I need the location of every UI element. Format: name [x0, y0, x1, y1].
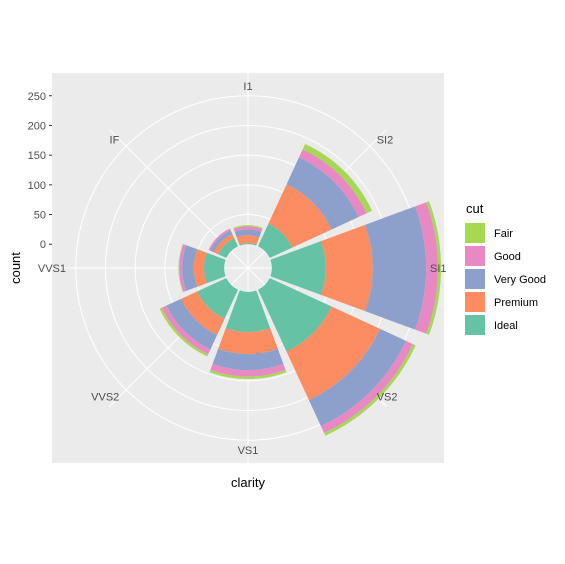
- legend-swatch-good: [465, 246, 485, 266]
- bar-i1-premium: [236, 235, 260, 245]
- x-axis-title: clarity: [231, 475, 265, 490]
- bar-si1-fair: [426, 201, 442, 335]
- y-axis-ticks: 0 50 100 150 200 250: [28, 91, 52, 251]
- bar-if-very-good: [210, 230, 233, 253]
- bar-si2-fair: [302, 143, 373, 214]
- legend-label-premium: Premium: [494, 297, 538, 309]
- y-tick-label-1: 50: [34, 210, 46, 222]
- y-tick-label-0: 0: [40, 239, 46, 251]
- bar-vs2-premium: [286, 306, 381, 401]
- category-label-vvs1: VVS1: [38, 263, 66, 275]
- legend-label-ideal: Ideal: [494, 320, 518, 332]
- bar-vvs2-good: [161, 305, 211, 355]
- bar-vvs2-very-good: [166, 298, 218, 350]
- bar-si1-good: [415, 202, 439, 334]
- bars-layer: [159, 143, 442, 436]
- category-label-si2: SI2: [377, 134, 394, 146]
- bar-si1-very-good: [365, 206, 427, 330]
- legend-label-fair: Fair: [494, 228, 513, 240]
- legend-items: Fair Good Very Good Premium Ideal: [465, 223, 546, 335]
- legend-swatch-fair: [465, 223, 485, 243]
- bar-vs2-very-good: [308, 328, 407, 427]
- category-label-if: IF: [110, 134, 120, 146]
- category-label-i1: I1: [243, 81, 252, 93]
- bar-vvs1-fair: [178, 243, 184, 293]
- bar-if-premium: [214, 234, 235, 255]
- bar-vs1-very-good: [212, 348, 284, 371]
- bar-vvs2-premium: [181, 291, 225, 335]
- legend-swatch-premium: [465, 292, 485, 312]
- bar-vvs1-very-good: [182, 245, 198, 291]
- category-labels: I1 SI2 SI1 VS2 VS1 VVS2 VVS1 IF: [38, 81, 447, 457]
- y-tick-label-2: 100: [28, 180, 46, 192]
- bar-i1-fair: [233, 225, 263, 229]
- bar-vs1-premium: [218, 328, 278, 355]
- bar-i1-very-good: [234, 229, 262, 238]
- legend-swatch-very-good: [465, 269, 485, 289]
- y-tick-label-3: 150: [28, 150, 46, 162]
- bar-vvs1-ideal: [204, 252, 226, 284]
- y-tick-label-5: 250: [28, 91, 46, 103]
- category-label-vs1: VS1: [238, 445, 259, 457]
- bar-vs1-ideal: [225, 290, 271, 333]
- legend-title: cut: [466, 201, 484, 216]
- bar-si2-very-good: [286, 157, 359, 230]
- bar-si2-good: [298, 149, 367, 218]
- category-label-vvs2: VVS2: [91, 392, 119, 404]
- legend: cut Fair Good Very Good Premium Ideal: [465, 201, 546, 335]
- bar-vvs1-premium: [193, 249, 207, 287]
- bar-vs1-fair: [209, 369, 287, 380]
- bar-vvs1-good: [179, 244, 187, 292]
- bar-vs2-ideal: [257, 277, 332, 352]
- legend-swatch-ideal: [465, 315, 485, 335]
- bar-si2-ideal: [257, 223, 293, 259]
- bar-vs1-good: [210, 363, 286, 377]
- bar-i1-good: [233, 226, 263, 232]
- bar-si1-ideal: [270, 241, 326, 295]
- category-label-vs2: VS2: [377, 392, 398, 404]
- bar-vvs2-ideal: [197, 277, 239, 319]
- y-tick-label-4: 200: [28, 120, 46, 132]
- bar-if-good: [208, 228, 231, 251]
- y-axis-title: count: [8, 252, 23, 284]
- bar-si1-premium: [321, 224, 373, 312]
- bar-i1-ideal: [239, 243, 257, 246]
- legend-label-very-good: Very Good: [494, 274, 546, 286]
- bar-if-ideal: [218, 238, 239, 259]
- bar-si2-premium: [268, 184, 332, 248]
- category-label-si1: SI1: [430, 263, 447, 275]
- legend-label-good: Good: [494, 251, 521, 263]
- bar-vs2-good: [320, 340, 414, 434]
